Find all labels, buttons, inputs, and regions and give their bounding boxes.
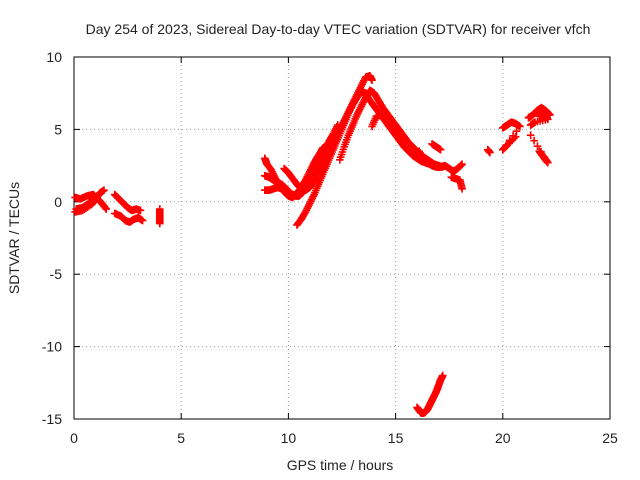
data-point [278,184,286,193]
data-point [537,147,545,156]
data-point [540,153,549,162]
data-point [530,136,538,145]
data-point [526,131,535,139]
x-tick-label: 15 [388,430,404,446]
data-point [368,76,376,84]
y-tick-label: -5 [50,266,63,282]
data-point [101,204,110,212]
data-point [138,216,147,225]
data-point [457,161,466,169]
x-axis-label: GPS time / hours [287,457,394,473]
x-tick-label: 20 [495,430,511,446]
y-tick-label: -15 [42,411,62,427]
data-point [397,134,405,143]
x-tick-label: 5 [177,430,185,446]
data-points [71,72,554,418]
data-point [511,132,520,141]
data-point [512,127,521,135]
y-tick-label: 10 [46,49,62,65]
y-tick-label: -10 [42,339,62,355]
x-tick-labels: 0 5 10 15 20 25 [70,430,618,446]
grid-lines [74,57,610,419]
data-point [458,160,466,168]
y-tick-label: 0 [54,194,62,210]
y-tick-labels: -15 -10 -5 0 5 10 [42,49,62,427]
x-tick-label: 25 [602,430,618,446]
data-point [91,193,100,202]
data-point [486,148,494,157]
plot-frame [73,56,611,420]
data-point [102,205,110,213]
data-point [458,184,466,193]
data-point [526,121,535,129]
y-axis-label: SDTVAR / TECUs [6,182,22,294]
data-point [398,135,406,144]
data-point [155,219,164,228]
x-tick-label: 0 [70,430,78,446]
data-point [438,371,447,380]
data-point [136,206,145,215]
data-point [516,122,524,131]
data-point [100,186,108,195]
data-point [436,145,445,154]
y-tick-label: 5 [54,121,62,137]
chart-title: Day 254 of 2023, Sidereal Day-to-day VTE… [86,21,591,37]
axis-ticks [73,56,611,420]
x-tick-label: 10 [281,430,297,446]
data-point [533,142,542,150]
data-point [544,158,552,167]
